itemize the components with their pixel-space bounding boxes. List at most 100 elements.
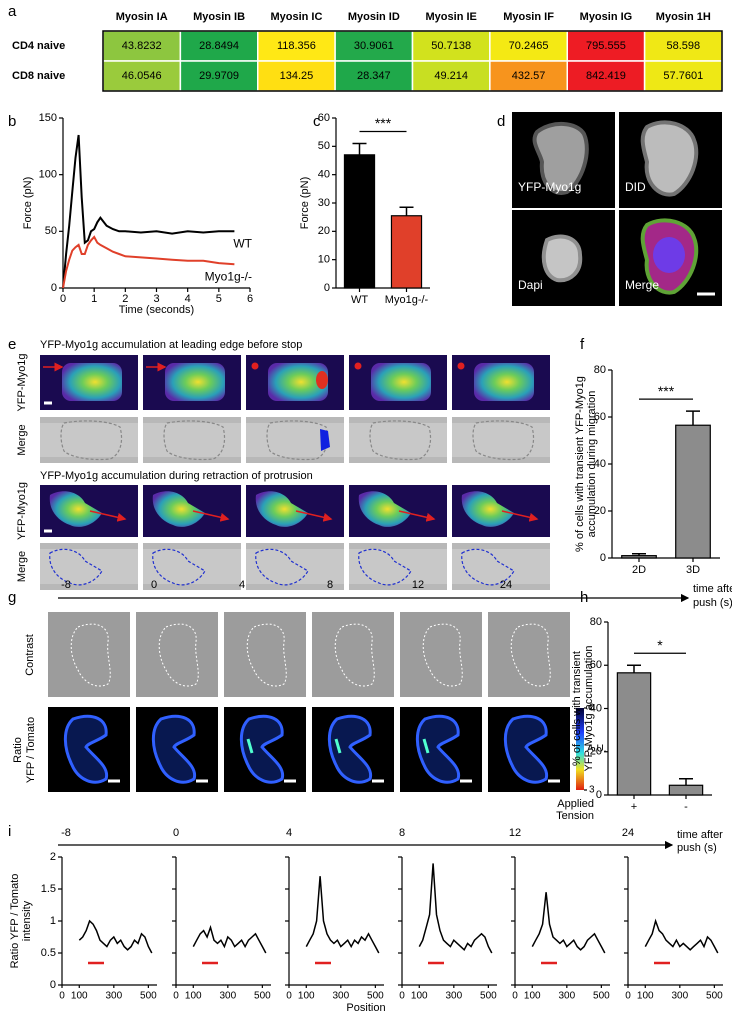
cell bbox=[640, 120, 699, 197]
cell-value: 28.347 bbox=[357, 70, 391, 82]
cell-value: 30.9061 bbox=[354, 40, 394, 52]
row-label: YFP-Myo1g bbox=[16, 353, 28, 411]
image-label: YFP-Myo1g bbox=[518, 180, 581, 194]
cell-outline bbox=[334, 623, 375, 687]
line bbox=[644, 918, 719, 954]
y-axis-label: Ratio YFP / Tomato bbox=[9, 874, 21, 969]
x-tick-label: 300 bbox=[219, 991, 236, 1002]
time-tick-label: -8 bbox=[61, 827, 71, 839]
image-title: YFP-Myo1g accumulation at leading edge b… bbox=[40, 339, 302, 351]
y-axis-label: Force (pN) bbox=[22, 177, 34, 230]
cell-value: 70.2465 bbox=[509, 40, 549, 52]
x-axis-label: Tension bbox=[556, 810, 594, 822]
channel bbox=[40, 549, 138, 584]
channel bbox=[246, 423, 344, 457]
y-axis-label: % of cells with transient YFP-Myo1g bbox=[574, 376, 586, 552]
hotspot bbox=[316, 371, 328, 389]
micrograph bbox=[40, 485, 138, 537]
cell bbox=[268, 363, 328, 401]
cell-value: 57.7601 bbox=[663, 70, 703, 82]
line bbox=[305, 876, 380, 954]
column-header: Myosin 1H bbox=[656, 11, 711, 23]
ratio-cell bbox=[503, 714, 549, 784]
x-tick-label: 300 bbox=[332, 991, 349, 1002]
y-tick-label: 1.5 bbox=[41, 883, 56, 895]
y-tick-label: 40 bbox=[590, 702, 602, 714]
y-tick-label: 0 bbox=[51, 282, 57, 294]
cell-outline bbox=[461, 548, 515, 586]
time-label: time after bbox=[693, 583, 732, 595]
y-axis-label: % of cells with transient bbox=[571, 651, 583, 766]
y-tick-label: 30 bbox=[318, 197, 330, 209]
image-title: YFP-Myo1g accumulation during retraction… bbox=[40, 470, 313, 482]
cell-outline bbox=[472, 420, 535, 461]
cell bbox=[255, 491, 308, 527]
error-bar bbox=[627, 664, 641, 673]
image-bg bbox=[312, 612, 394, 697]
image-label: Dapi bbox=[518, 278, 543, 292]
micrograph bbox=[246, 543, 344, 590]
series-label: Myo1g-/- bbox=[205, 269, 252, 283]
cell bbox=[371, 363, 431, 401]
colorbar-tick-label: 3 bbox=[589, 785, 595, 796]
time-tick-label: 24 bbox=[500, 579, 512, 591]
arrow bbox=[501, 510, 539, 522]
time-label: push (s) bbox=[693, 597, 732, 609]
line bbox=[78, 919, 153, 954]
arrow bbox=[295, 510, 333, 522]
micrograph bbox=[349, 417, 447, 463]
time-label: push (s) bbox=[677, 842, 717, 854]
heat-cell bbox=[334, 60, 414, 92]
y-tick-label: 50 bbox=[45, 225, 57, 237]
time-tick-label: 12 bbox=[412, 579, 424, 591]
cell bbox=[165, 363, 225, 401]
cell-value: 50.7138 bbox=[431, 40, 471, 52]
column-header: Myosin IF bbox=[503, 11, 554, 23]
x-tick-label: 100 bbox=[185, 991, 202, 1002]
panel-label: g bbox=[8, 589, 16, 606]
micrograph bbox=[48, 612, 130, 792]
ratio-cell bbox=[63, 714, 109, 784]
micrograph bbox=[349, 543, 447, 590]
row-header: CD4 naive bbox=[12, 40, 65, 52]
significance: * bbox=[657, 637, 663, 653]
y-tick-label: 0 bbox=[600, 552, 606, 564]
x-tick-label: 500 bbox=[480, 991, 497, 1002]
time-tick-label: 12 bbox=[509, 827, 521, 839]
cell-outline bbox=[70, 623, 111, 687]
significance: *** bbox=[658, 383, 675, 399]
y-tick-label: 40 bbox=[318, 169, 330, 181]
y-tick-label: 0 bbox=[596, 789, 602, 801]
line bbox=[418, 863, 493, 954]
heat-cell bbox=[489, 60, 568, 92]
x-tick-label: 500 bbox=[367, 991, 384, 1002]
time-tick-label: 0 bbox=[173, 827, 179, 839]
error-bar bbox=[352, 142, 367, 155]
y-tick-label: 50 bbox=[318, 140, 330, 152]
x-tick-label: WT bbox=[351, 294, 368, 306]
bar bbox=[343, 154, 376, 289]
y-tick-label: 1 bbox=[50, 915, 56, 927]
time-tick-label: 4 bbox=[239, 579, 245, 591]
row-label: Contrast bbox=[24, 634, 36, 676]
cell bbox=[474, 363, 534, 401]
line bbox=[62, 134, 235, 289]
heat-cell bbox=[179, 60, 259, 92]
x-tick-label: 6 bbox=[247, 293, 253, 305]
y-tick-label: 20 bbox=[590, 746, 602, 758]
ratio-cell bbox=[327, 714, 373, 784]
micrograph bbox=[452, 355, 550, 410]
micrograph bbox=[136, 612, 218, 792]
micrograph bbox=[246, 355, 344, 410]
panel-label: e bbox=[8, 336, 16, 353]
micrograph bbox=[349, 355, 447, 410]
micrograph bbox=[349, 485, 447, 537]
ratio-cell bbox=[415, 714, 461, 784]
stop-dot bbox=[457, 362, 465, 370]
channel bbox=[452, 549, 550, 584]
cell-outline bbox=[246, 623, 287, 687]
cell-value: 118.356 bbox=[277, 40, 316, 52]
time-tick-label: 24 bbox=[622, 827, 634, 839]
y-tick-label: 60 bbox=[590, 659, 602, 671]
cell-outline bbox=[255, 548, 309, 586]
